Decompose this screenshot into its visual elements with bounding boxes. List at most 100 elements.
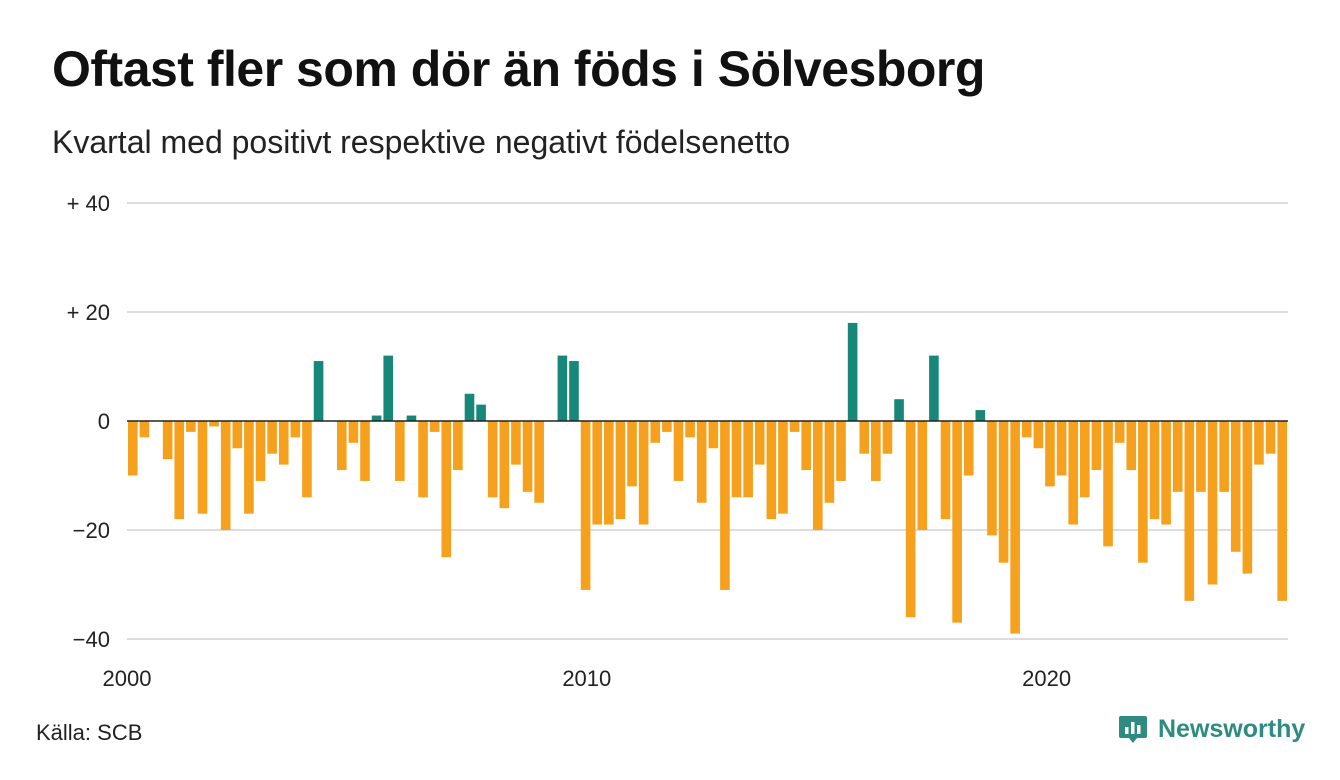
x-axis-labels: 2000 2010 2020 bbox=[103, 666, 1072, 691]
bar bbox=[662, 421, 672, 432]
bar bbox=[1114, 421, 1125, 443]
bar bbox=[604, 421, 614, 525]
bar bbox=[186, 421, 196, 432]
bar bbox=[429, 421, 440, 432]
bar bbox=[1045, 421, 1055, 487]
bar bbox=[882, 421, 893, 454]
bar bbox=[267, 421, 277, 454]
bar bbox=[406, 415, 417, 421]
bar bbox=[859, 421, 870, 454]
bar bbox=[476, 404, 486, 421]
bar bbox=[1080, 421, 1090, 498]
newsworthy-logo: Newsworthy bbox=[1118, 714, 1305, 744]
bar bbox=[917, 421, 928, 530]
bar bbox=[975, 410, 986, 421]
y-tick-label: 0 bbox=[98, 409, 110, 434]
bar bbox=[592, 421, 603, 525]
bar bbox=[534, 421, 544, 503]
bar bbox=[847, 322, 858, 421]
bar bbox=[395, 421, 405, 481]
brand-name: Newsworthy bbox=[1158, 714, 1306, 743]
bar bbox=[1196, 421, 1206, 492]
y-tick-label: + 40 bbox=[67, 191, 110, 216]
bar bbox=[638, 421, 649, 525]
bar bbox=[1021, 421, 1032, 438]
bar bbox=[952, 421, 962, 623]
bars bbox=[128, 322, 1287, 634]
bar bbox=[708, 421, 719, 449]
bar bbox=[569, 361, 579, 421]
bar bbox=[209, 421, 219, 427]
bar bbox=[696, 421, 707, 503]
bar bbox=[255, 421, 266, 481]
bar bbox=[824, 421, 835, 503]
bar bbox=[778, 421, 788, 514]
bar bbox=[1149, 421, 1160, 520]
bar bbox=[766, 421, 777, 520]
x-tick-label: 2000 bbox=[103, 666, 152, 691]
bar bbox=[244, 421, 254, 514]
bar bbox=[487, 421, 498, 498]
bar bbox=[731, 421, 742, 498]
bar bbox=[511, 421, 521, 465]
bar bbox=[1126, 421, 1137, 471]
bar bbox=[464, 393, 475, 421]
bar bbox=[963, 421, 974, 476]
bar bbox=[905, 421, 916, 618]
bar bbox=[1219, 421, 1229, 492]
bar bbox=[418, 421, 428, 498]
bar bbox=[673, 421, 684, 481]
bar bbox=[1172, 421, 1183, 492]
bar bbox=[1161, 421, 1171, 525]
bar bbox=[871, 421, 881, 481]
bar bbox=[987, 421, 997, 536]
bar bbox=[441, 421, 452, 558]
bar bbox=[220, 421, 231, 530]
bar bbox=[940, 421, 951, 520]
bar bbox=[197, 421, 208, 514]
y-tick-label: −20 bbox=[73, 518, 110, 543]
x-tick-label: 2020 bbox=[1022, 666, 1071, 691]
bar bbox=[302, 421, 312, 498]
bar bbox=[615, 421, 626, 520]
bar bbox=[812, 421, 823, 530]
bar bbox=[348, 421, 359, 443]
bar bbox=[720, 421, 730, 590]
bar bbox=[313, 361, 324, 421]
bar bbox=[278, 421, 289, 465]
bar bbox=[650, 421, 661, 443]
bar bbox=[1230, 421, 1241, 552]
bar bbox=[1277, 421, 1287, 601]
bar bbox=[754, 421, 765, 465]
bar bbox=[1103, 421, 1113, 547]
bar bbox=[1184, 421, 1195, 601]
bar bbox=[557, 355, 568, 421]
bar bbox=[1068, 421, 1079, 525]
bar bbox=[360, 421, 370, 481]
bar bbox=[743, 421, 753, 498]
grid-lines bbox=[127, 202, 1288, 640]
bar bbox=[174, 421, 185, 520]
bar bbox=[1033, 421, 1044, 449]
bar bbox=[371, 415, 382, 421]
bar bbox=[499, 421, 510, 509]
bar bbox=[1056, 421, 1067, 476]
x-tick-label: 2010 bbox=[562, 666, 611, 691]
chart-title: Oftast fler som dör än föds i Sölvesborg bbox=[52, 41, 985, 97]
bar bbox=[383, 355, 394, 421]
bar bbox=[453, 421, 463, 471]
y-tick-label: −40 bbox=[73, 627, 110, 652]
source-note: Källa: SCB bbox=[36, 720, 143, 745]
bar bbox=[580, 421, 591, 590]
bar bbox=[836, 421, 846, 481]
bar bbox=[627, 421, 637, 487]
chart-subtitle: Kvartal med positivt respektive negativt… bbox=[52, 124, 791, 160]
chart-bubble-icon bbox=[1119, 716, 1147, 743]
bar bbox=[1138, 421, 1148, 563]
bar bbox=[162, 421, 173, 460]
bar bbox=[1010, 421, 1020, 634]
bar bbox=[1242, 421, 1253, 574]
bar bbox=[1265, 421, 1276, 454]
bar bbox=[685, 421, 695, 438]
bar bbox=[139, 421, 150, 438]
